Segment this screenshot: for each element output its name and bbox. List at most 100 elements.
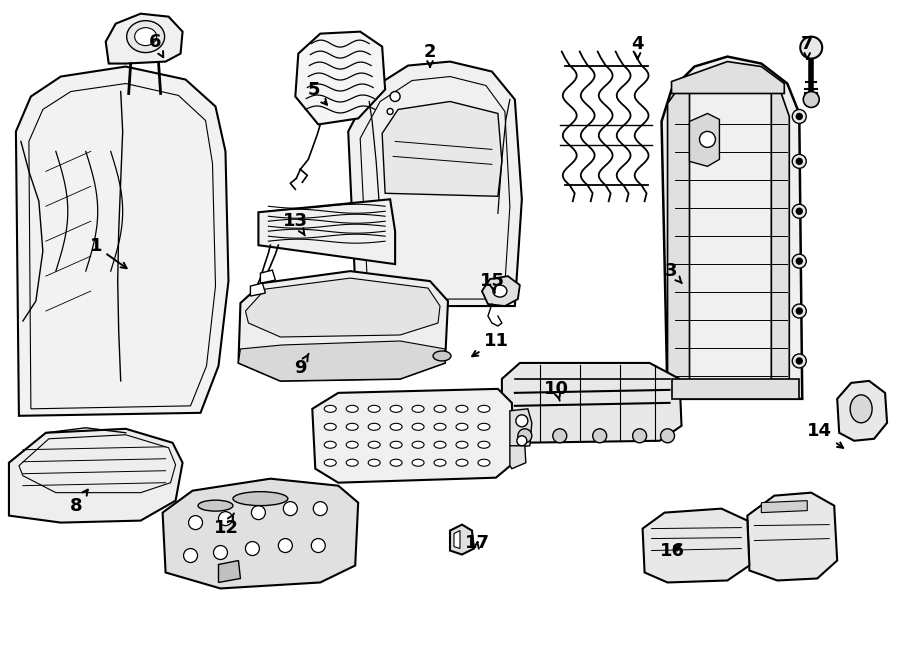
Text: 7: 7 [801, 34, 814, 59]
Ellipse shape [456, 459, 468, 466]
Circle shape [553, 429, 567, 443]
Polygon shape [837, 381, 887, 441]
Ellipse shape [390, 442, 402, 448]
Circle shape [311, 539, 325, 553]
Ellipse shape [434, 405, 446, 412]
Circle shape [699, 132, 716, 147]
Ellipse shape [368, 459, 380, 466]
Text: 5: 5 [307, 81, 327, 104]
Circle shape [800, 36, 823, 59]
Text: 3: 3 [664, 262, 682, 283]
Ellipse shape [390, 423, 402, 430]
Circle shape [804, 91, 819, 108]
Text: 12: 12 [213, 514, 238, 537]
Ellipse shape [390, 459, 402, 466]
Polygon shape [16, 67, 229, 416]
Ellipse shape [127, 20, 165, 53]
Ellipse shape [456, 423, 468, 430]
Circle shape [792, 254, 806, 268]
Polygon shape [482, 276, 520, 306]
Ellipse shape [434, 459, 446, 466]
Polygon shape [450, 525, 474, 555]
Ellipse shape [346, 405, 358, 412]
Circle shape [246, 541, 259, 555]
Polygon shape [761, 500, 807, 513]
Text: 8: 8 [69, 490, 88, 515]
Polygon shape [771, 83, 789, 399]
Ellipse shape [198, 500, 233, 511]
Circle shape [796, 308, 802, 314]
Polygon shape [510, 409, 532, 447]
Circle shape [516, 415, 527, 427]
Polygon shape [312, 389, 514, 483]
Ellipse shape [412, 459, 424, 466]
Ellipse shape [493, 285, 507, 297]
Circle shape [313, 502, 328, 516]
Polygon shape [250, 283, 266, 296]
Polygon shape [246, 278, 440, 337]
Polygon shape [502, 363, 681, 443]
Ellipse shape [346, 459, 358, 466]
Text: 14: 14 [806, 422, 843, 448]
Polygon shape [238, 271, 448, 381]
Polygon shape [668, 83, 689, 399]
Ellipse shape [324, 405, 337, 412]
Circle shape [633, 429, 646, 443]
Circle shape [593, 429, 607, 443]
Polygon shape [9, 429, 183, 523]
Text: 17: 17 [465, 533, 490, 551]
Polygon shape [671, 379, 799, 399]
Ellipse shape [346, 442, 358, 448]
Circle shape [792, 155, 806, 169]
Circle shape [796, 358, 802, 364]
Text: 15: 15 [480, 272, 505, 293]
Circle shape [284, 502, 297, 516]
Text: 11: 11 [472, 332, 508, 356]
Circle shape [517, 436, 526, 446]
Circle shape [184, 549, 197, 563]
Polygon shape [662, 57, 802, 399]
Polygon shape [348, 61, 522, 306]
Text: 4: 4 [632, 34, 644, 59]
Text: 10: 10 [544, 380, 569, 401]
Ellipse shape [478, 405, 490, 412]
Polygon shape [238, 341, 445, 381]
Ellipse shape [850, 395, 872, 423]
Ellipse shape [433, 351, 451, 361]
Polygon shape [671, 61, 784, 93]
Circle shape [796, 258, 802, 264]
Circle shape [219, 512, 232, 525]
Ellipse shape [434, 423, 446, 430]
Ellipse shape [324, 459, 337, 466]
Ellipse shape [456, 442, 468, 448]
Circle shape [278, 539, 293, 553]
Circle shape [792, 110, 806, 124]
Circle shape [792, 354, 806, 368]
Polygon shape [260, 270, 275, 283]
Polygon shape [689, 114, 719, 167]
Text: 6: 6 [148, 32, 163, 58]
Circle shape [661, 429, 674, 443]
Ellipse shape [390, 405, 402, 412]
Text: 9: 9 [294, 354, 309, 377]
Ellipse shape [412, 442, 424, 448]
Ellipse shape [412, 423, 424, 430]
Ellipse shape [412, 405, 424, 412]
Polygon shape [163, 479, 358, 588]
Circle shape [518, 429, 532, 443]
Ellipse shape [478, 423, 490, 430]
Circle shape [213, 545, 228, 559]
Ellipse shape [368, 423, 380, 430]
Ellipse shape [324, 442, 337, 448]
Text: 13: 13 [284, 212, 309, 235]
Polygon shape [258, 199, 395, 264]
Circle shape [251, 506, 266, 520]
Circle shape [796, 114, 802, 120]
Circle shape [189, 516, 202, 529]
Circle shape [796, 208, 802, 214]
Ellipse shape [434, 442, 446, 448]
Text: 1: 1 [89, 237, 127, 268]
Ellipse shape [233, 492, 288, 506]
Polygon shape [643, 508, 750, 582]
Text: 2: 2 [424, 42, 436, 67]
